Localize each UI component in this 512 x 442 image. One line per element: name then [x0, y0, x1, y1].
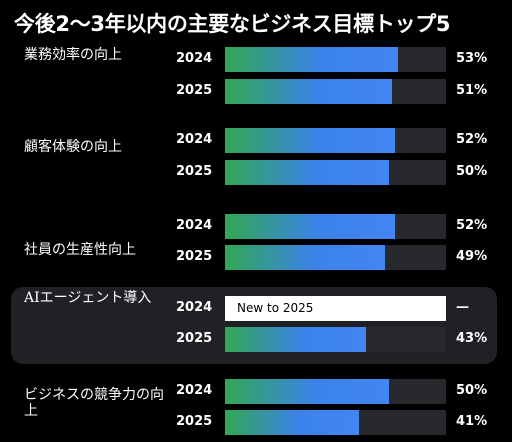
category-label: 業務効率の向上 [24, 47, 122, 63]
bar [225, 327, 366, 352]
bar [225, 47, 398, 72]
category-label: ビジネスの競争力の向上 [24, 387, 164, 419]
value-label: 52% [456, 218, 488, 233]
bar [225, 160, 389, 185]
category-label: AIエージェント導入 [24, 290, 152, 306]
bar-track [225, 79, 446, 104]
year-label: 2025 [176, 164, 213, 179]
year-label: 2025 [176, 331, 213, 346]
bar-track [225, 214, 446, 239]
bar [225, 214, 395, 239]
category-label: 顧客体験の向上 [24, 139, 122, 155]
value-label: 50% [456, 383, 488, 398]
bar [225, 79, 392, 104]
year-label: 2024 [176, 300, 213, 315]
category-label: 社員の生産性向上 [24, 242, 136, 258]
value-label: 43% [456, 331, 488, 346]
value-label: 53% [456, 51, 488, 66]
year-label: 2025 [176, 414, 213, 429]
value-label: 41% [456, 414, 488, 429]
bar-track [225, 379, 446, 404]
bar-track [225, 47, 446, 72]
year-label: 2024 [176, 51, 213, 66]
bar [225, 379, 389, 404]
bar-track [225, 128, 446, 153]
bar-track [225, 245, 446, 270]
value-label: — [456, 300, 469, 315]
value-label: 49% [456, 249, 488, 264]
bar [225, 128, 395, 153]
bar-track [225, 327, 446, 352]
bar [225, 410, 359, 435]
chart-title: 今後2～3年以内の主要なビジネス目標トップ5 [14, 12, 451, 36]
year-label: 2024 [176, 132, 213, 147]
bar-track [225, 410, 446, 435]
year-label: 2025 [176, 83, 213, 98]
year-label: 2024 [176, 218, 213, 233]
value-label: 51% [456, 83, 488, 98]
year-label: 2025 [176, 249, 213, 264]
bar-track [225, 160, 446, 185]
year-label: 2024 [176, 383, 213, 398]
new-badge: New to 2025 [225, 296, 446, 321]
bar [225, 245, 385, 270]
value-label: 50% [456, 164, 488, 179]
value-label: 52% [456, 132, 488, 147]
